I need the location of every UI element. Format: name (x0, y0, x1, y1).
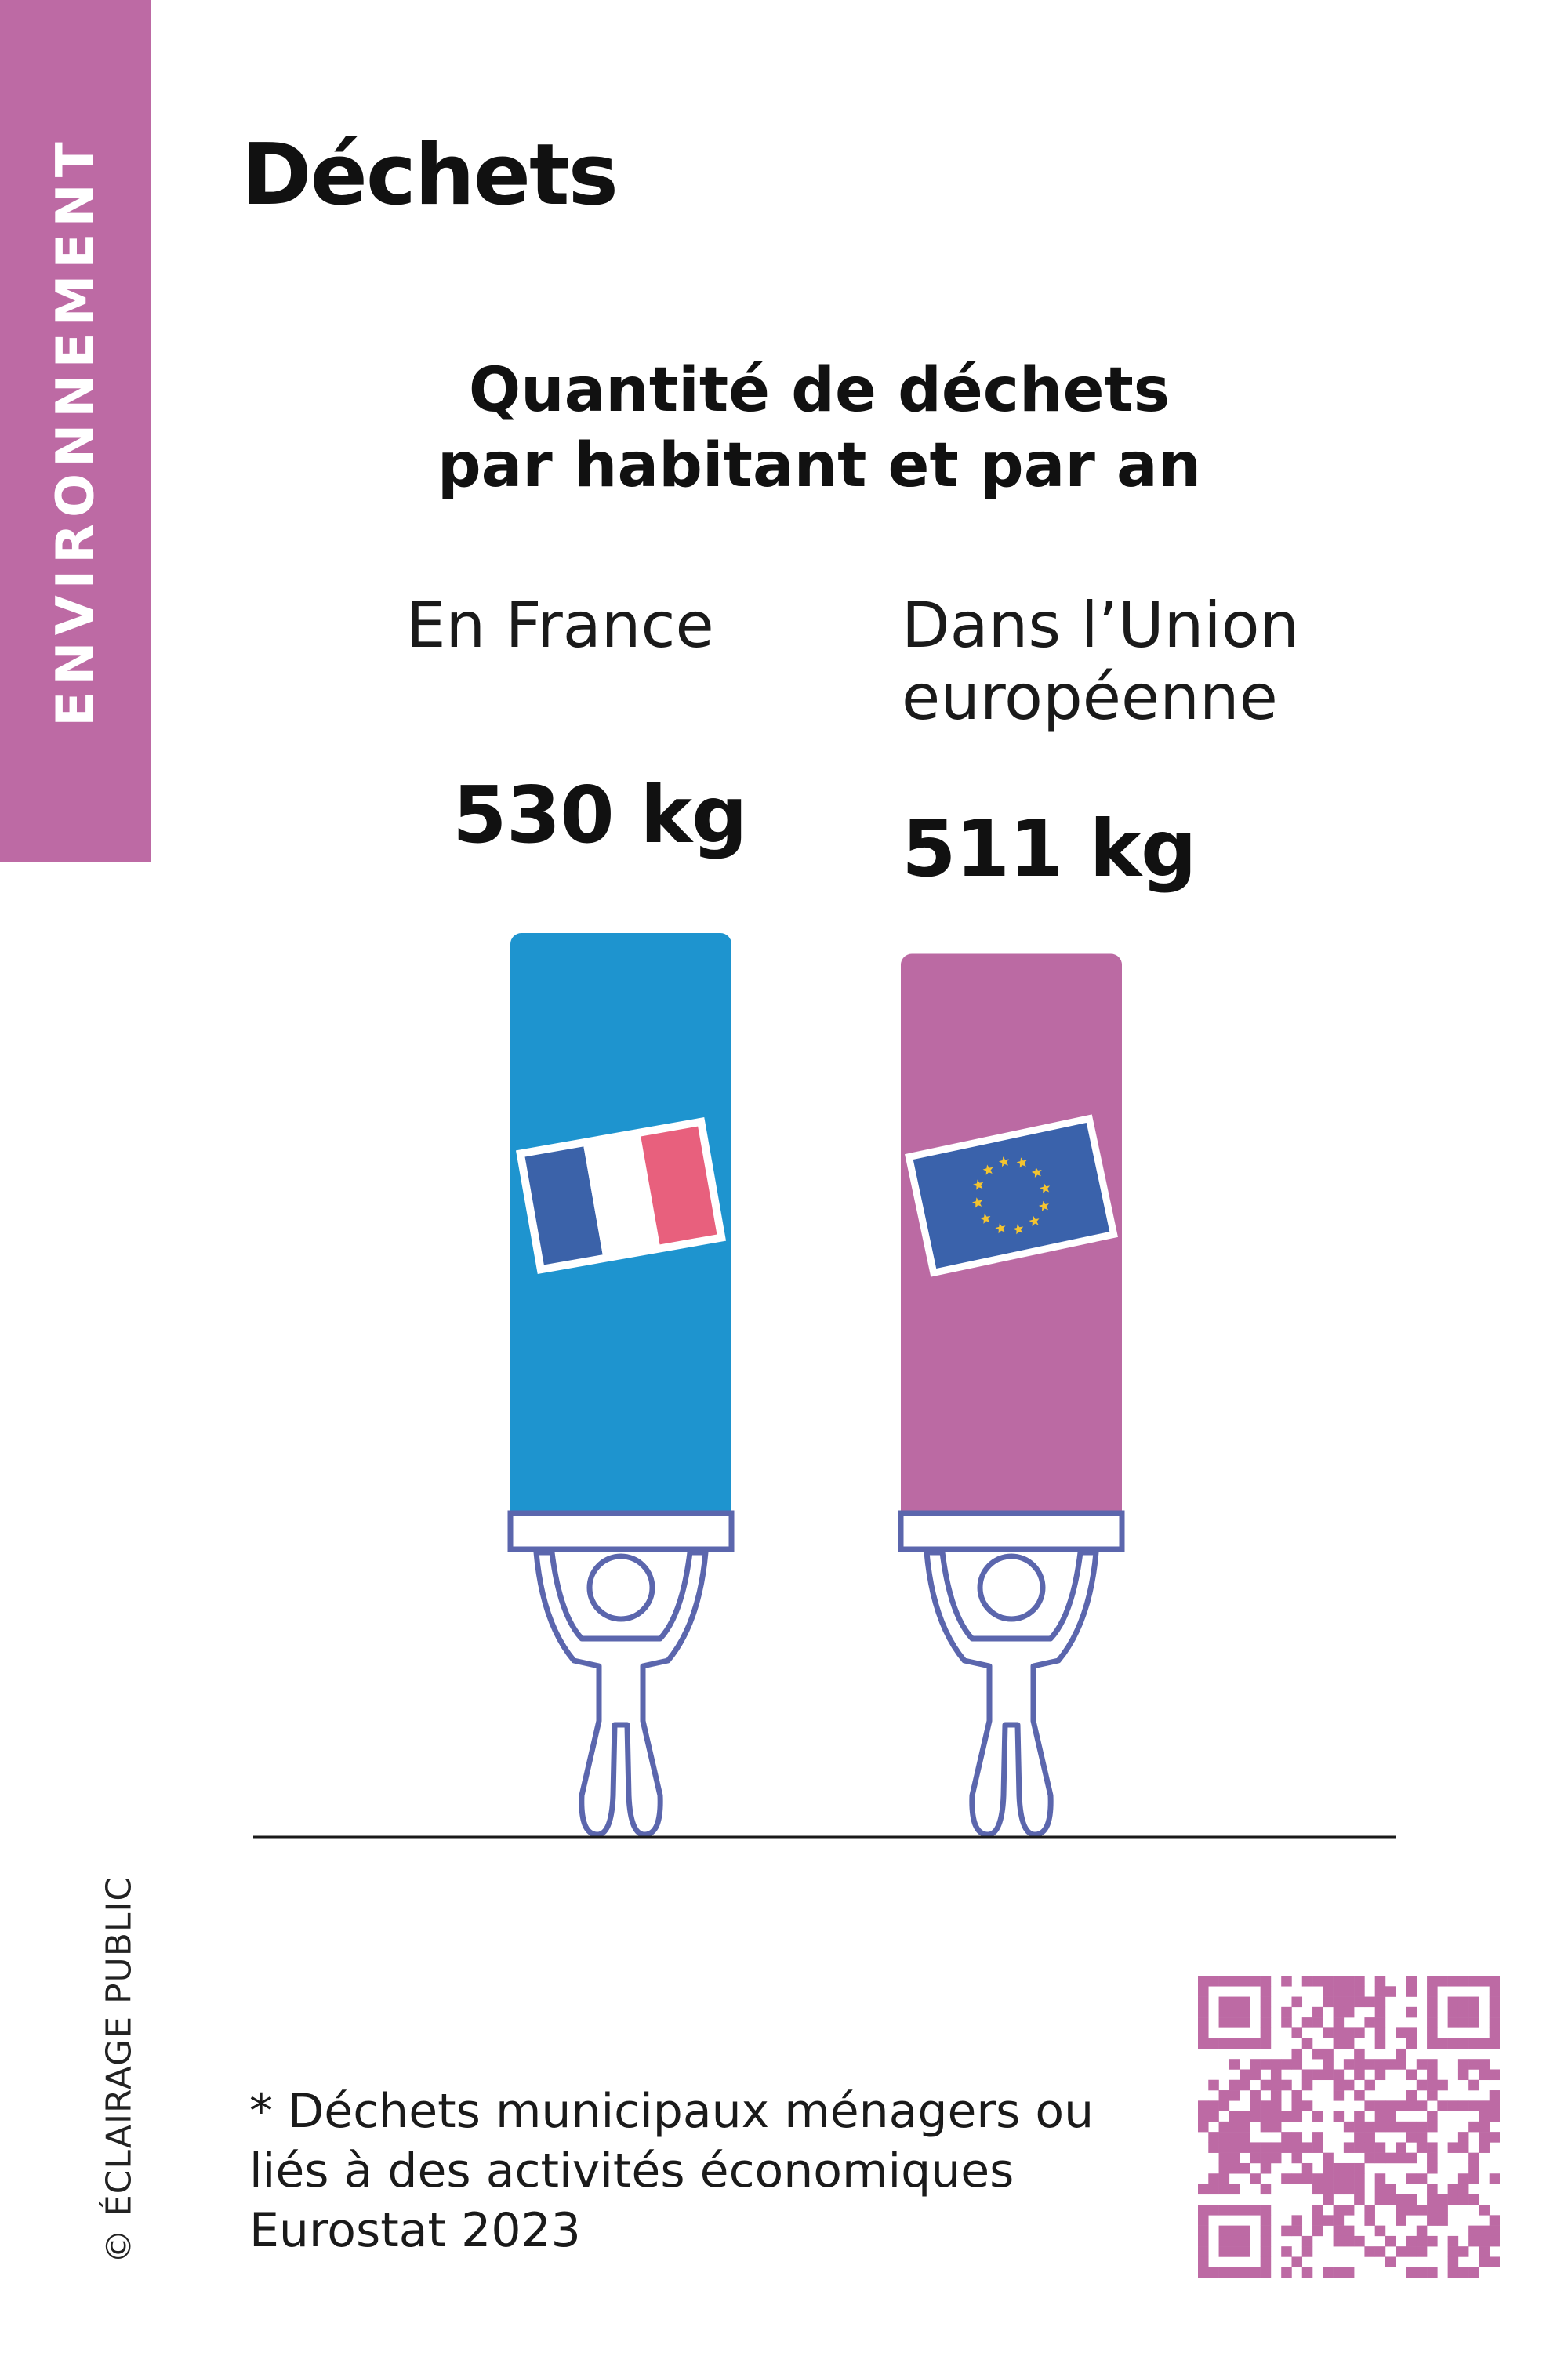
eu-star-icon (980, 1213, 991, 1224)
page-title: Déchets (241, 126, 619, 224)
eu-star-icon (1038, 1200, 1049, 1211)
chart-title-line: par habitant et par an (437, 430, 1202, 501)
footnote-line: * Déchets municipaux ménagers ou (249, 2084, 1094, 2139)
qr-code-icon (1198, 1976, 1500, 2278)
footnote-line: Eurostat 2023 (249, 2203, 581, 2258)
eu-star-icon (1029, 1215, 1040, 1227)
category-label-france: En France (406, 590, 714, 662)
france-flag-icon (515, 1117, 727, 1274)
section-band: ENVIRONNEMENT (0, 0, 151, 862)
person-lifting-icon (507, 1510, 735, 1838)
eu-star-icon (995, 1223, 1006, 1234)
value-label-france: 530 kg (452, 769, 748, 861)
category-label-line: Dans l’Union (902, 589, 1300, 662)
eu-star-icon (1040, 1183, 1051, 1194)
footnote: * Déchets municipaux ménagers ou liés à … (249, 2082, 1190, 2260)
eu-star-icon (1013, 1224, 1024, 1235)
eu-star-icon (973, 1179, 984, 1190)
eu-star-icon (1016, 1157, 1027, 1168)
person-lifting-icon (898, 1510, 1125, 1838)
eu-flag-icon (905, 1114, 1118, 1277)
value-label-eu: 511 kg (902, 803, 1197, 895)
eu-star-icon (1031, 1167, 1042, 1178)
eu-star-icon (998, 1156, 1009, 1167)
eu-star-icon (971, 1197, 983, 1208)
chart-title-line: Quantité de déchets (468, 355, 1171, 426)
category-label-eu: Dans l’Union européenne (902, 590, 1299, 734)
eu-star-icon (982, 1164, 993, 1175)
chart-title: Quantité de déchets par habitant et par … (306, 353, 1333, 503)
credit-label: © ÉCLAIRAGE PUBLIC (99, 1875, 140, 2264)
category-label-line: En France (406, 589, 714, 662)
footnote-line: liés à des activités économiques (249, 2144, 1014, 2198)
category-label-line: européenne (902, 661, 1278, 734)
